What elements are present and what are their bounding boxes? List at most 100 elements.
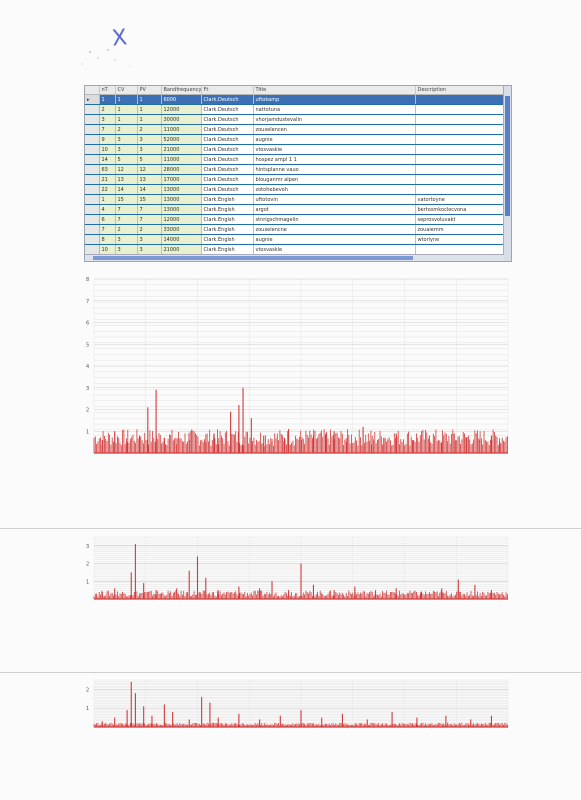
- table-row[interactable]: ▸ 1 1 1 6000 Clark.Deutsch uftokamp: [85, 94, 504, 105]
- table-cell[interactable]: zouxelencne: [253, 224, 416, 235]
- table-cell[interactable]: 2: [115, 224, 138, 235]
- table-cell[interactable]: 3: [115, 234, 138, 245]
- row-selector[interactable]: [85, 154, 100, 165]
- table-cell[interactable]: 13: [137, 174, 162, 185]
- row-selector[interactable]: [85, 134, 100, 145]
- table-cell[interactable]: 12: [137, 164, 162, 175]
- table-cell[interactable]: vtosvaskie: [253, 144, 416, 155]
- table-cell[interactable]: 1: [137, 94, 162, 105]
- table-cell[interactable]: [415, 144, 504, 155]
- table-cell[interactable]: 22: [99, 184, 116, 195]
- table-cell[interactable]: bertosmkoclecvona: [415, 204, 504, 215]
- table-cell[interactable]: 4: [99, 204, 116, 215]
- table-cell[interactable]: hospez ampl 1 1: [253, 154, 416, 165]
- table-cell[interactable]: 12: [115, 164, 138, 175]
- table-cell[interactable]: 14: [115, 184, 138, 195]
- table-cell[interactable]: Clark.Englsh: [201, 194, 254, 205]
- column-header[interactable]: Ft: [201, 86, 254, 95]
- table-cell[interactable]: [415, 174, 504, 185]
- row-selector[interactable]: [85, 104, 100, 115]
- table-cell[interactable]: 7: [115, 214, 138, 225]
- table-row[interactable]: 8 3 3 14000 Clark.Englsh augnie wtoriyne: [85, 234, 504, 245]
- table-row[interactable]: 2 1 1 12000 Clark.Deutsch nattotuna: [85, 104, 504, 115]
- column-header[interactable]: CV: [115, 86, 138, 95]
- table-cell[interactable]: 6: [99, 214, 116, 225]
- table-cell[interactable]: Clark.Deutsch: [201, 174, 254, 185]
- table-cell[interactable]: vatortoyne: [415, 194, 504, 205]
- table-cell[interactable]: 14: [99, 154, 116, 165]
- table-cell[interactable]: 9: [99, 134, 116, 145]
- table-cell[interactable]: 1: [115, 114, 138, 125]
- table-cell[interactable]: 7: [137, 214, 162, 225]
- table-cell[interactable]: 11000: [161, 124, 202, 135]
- row-selector[interactable]: [85, 184, 100, 195]
- table-cell[interactable]: Clark.Deutsch: [201, 154, 254, 165]
- table-cell[interactable]: [415, 124, 504, 135]
- table-cell[interactable]: 3: [137, 244, 162, 255]
- column-header[interactable]: Title: [253, 86, 416, 95]
- table-row[interactable]: 9 3 3 52000 Clark.Deutsch augnie: [85, 134, 504, 145]
- table-row[interactable]: 7 2 2 33000 Clark.Englsh zouxelencne zouaiemm: [85, 224, 504, 235]
- table-cell[interactable]: Clark.Englsh: [201, 234, 254, 245]
- row-selector[interactable]: [85, 234, 100, 245]
- table-cell[interactable]: [415, 154, 504, 165]
- table-cell[interactable]: 13: [115, 174, 138, 185]
- table-cell[interactable]: 21000: [161, 244, 202, 255]
- horizontal-scrollbar[interactable]: [85, 254, 504, 261]
- row-selector[interactable]: [85, 214, 100, 225]
- table-cell[interactable]: 2: [115, 124, 138, 135]
- row-selector[interactable]: [85, 114, 100, 125]
- table-cell[interactable]: 14000: [161, 234, 202, 245]
- table-cell[interactable]: 15: [115, 194, 138, 205]
- table-cell[interactable]: 17000: [161, 174, 202, 185]
- table-cell[interactable]: Clark.Deutsch: [201, 104, 254, 115]
- table-cell[interactable]: blouganmr alpen: [253, 174, 416, 185]
- table-cell[interactable]: 1: [115, 104, 138, 115]
- vertical-scrollbar[interactable]: [503, 86, 511, 261]
- table-cell[interactable]: 3: [99, 114, 116, 125]
- table-cell[interactable]: 14: [137, 184, 162, 195]
- table-cell[interactable]: 7: [115, 204, 138, 215]
- table-cell[interactable]: augnie: [253, 134, 416, 145]
- scrollbar-thumb[interactable]: [505, 96, 510, 216]
- table-cell[interactable]: vtosvaskle: [253, 244, 416, 255]
- table-cell[interactable]: zouxelencen: [253, 124, 416, 135]
- table-cell[interactable]: 15: [137, 194, 162, 205]
- table-cell[interactable]: vhorjamdustevalin: [253, 114, 416, 125]
- table-cell[interactable]: 1: [115, 94, 138, 105]
- table-cell[interactable]: Clark.Deutsch: [201, 114, 254, 125]
- table-cell[interactable]: 1: [99, 194, 116, 205]
- table-cell[interactable]: 33000: [161, 224, 202, 235]
- table-cell[interactable]: zotohebevoh: [253, 184, 416, 195]
- table-row[interactable]: 4 7 7 13000 Clark.Englsh argot bertosmkoclecvo…: [85, 204, 504, 215]
- table-cell[interactable]: 28000: [161, 164, 202, 175]
- table-cell[interactable]: [415, 94, 504, 105]
- table-cell[interactable]: uftokamp: [253, 94, 416, 105]
- table-row[interactable]: 1 15 15 13000 Clark.Englsh uftotovin vatortoyn…: [85, 194, 504, 205]
- table-cell[interactable]: 11000: [161, 154, 202, 165]
- table-cell[interactable]: 13000: [161, 204, 202, 215]
- table-cell[interactable]: 63: [99, 164, 116, 175]
- table-cell[interactable]: 7: [137, 204, 162, 215]
- table-cell[interactable]: 21000: [161, 144, 202, 155]
- table-cell[interactable]: nattotuna: [253, 104, 416, 115]
- table-cell[interactable]: 8: [99, 234, 116, 245]
- table-cell[interactable]: 6000: [161, 94, 202, 105]
- table-cell[interactable]: 3: [115, 134, 138, 145]
- table-cell[interactable]: zouaiemm: [415, 224, 504, 235]
- table-cell[interactable]: 2: [99, 104, 116, 115]
- table-cell[interactable]: Clark.Deutsch: [201, 124, 254, 135]
- table-cell[interactable]: Clark.Deutsch: [201, 134, 254, 145]
- table-cell[interactable]: 1: [99, 94, 116, 105]
- column-header[interactable]: nT: [99, 86, 116, 95]
- table-cell[interactable]: 12000: [161, 104, 202, 115]
- table-cell[interactable]: Clark.Englsh: [201, 214, 254, 225]
- table-row[interactable]: 3 1 1 30000 Clark.Deutsch vhorjamdustevalin: [85, 114, 504, 125]
- table-cell[interactable]: Clark.Deutsch: [201, 94, 254, 105]
- table-cell[interactable]: Clark.Englsh: [201, 204, 254, 215]
- table-row[interactable]: 14 5 5 11000 Clark.Deutsch hospez ampl 1 1: [85, 154, 504, 165]
- row-selector[interactable]: [85, 144, 100, 155]
- row-selector[interactable]: [85, 124, 100, 135]
- table-cell[interactable]: 30000: [161, 114, 202, 125]
- table-row[interactable]: 10 3 3 21000 Clark.Englsh vtosvaskle: [85, 244, 504, 255]
